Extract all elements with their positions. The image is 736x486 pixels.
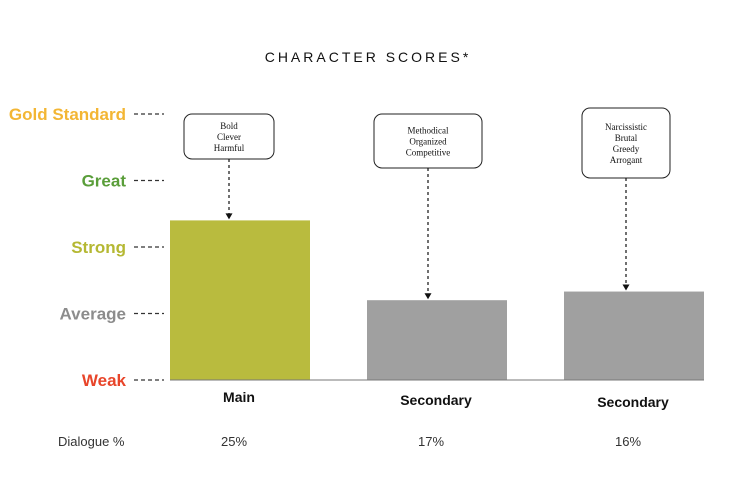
trait-text: Bold (220, 121, 238, 131)
trait-text: Greedy (613, 144, 640, 154)
bar-2 (367, 300, 507, 380)
trait-text: Organized (409, 137, 447, 147)
trait-text: Harmful (214, 143, 245, 153)
y-level-label: Average (60, 305, 126, 324)
y-level-label: Weak (82, 371, 127, 390)
dialogue-label: Dialogue % (58, 434, 125, 449)
category-label: Secondary (400, 392, 472, 408)
bar-3 (564, 291, 704, 380)
trait-text: Narcissistic (605, 122, 647, 132)
trait-text: Methodical (408, 126, 449, 136)
arrow-head-icon (622, 284, 630, 291)
dialogue-pct: 25% (221, 434, 247, 449)
category-label: Main (223, 389, 255, 405)
bars (170, 220, 704, 380)
trait-text: Competitive (406, 148, 451, 158)
chart-title: CHARACTER SCORES* (265, 49, 472, 65)
y-level-label: Gold Standard (9, 105, 126, 124)
dialogue-row: Dialogue % 25% 17% 16% (58, 434, 641, 449)
dialogue-pct: 17% (418, 434, 444, 449)
bar-1 (170, 220, 310, 380)
y-level-label: Great (82, 172, 127, 191)
category-labels: Main Secondary Secondary (223, 389, 669, 410)
y-level-label: Strong (71, 238, 126, 257)
arrow-head-icon (424, 293, 432, 300)
y-levels: Weak Average Strong Great Gold Standard (9, 105, 164, 390)
category-label: Secondary (597, 394, 669, 410)
arrow-head-icon (225, 213, 233, 220)
trait-text: Clever (217, 132, 241, 142)
callout-box (581, 107, 671, 179)
dialogue-pct: 16% (615, 434, 641, 449)
trait-text: Arrogant (610, 155, 643, 165)
trait-text: Brutal (615, 133, 638, 143)
